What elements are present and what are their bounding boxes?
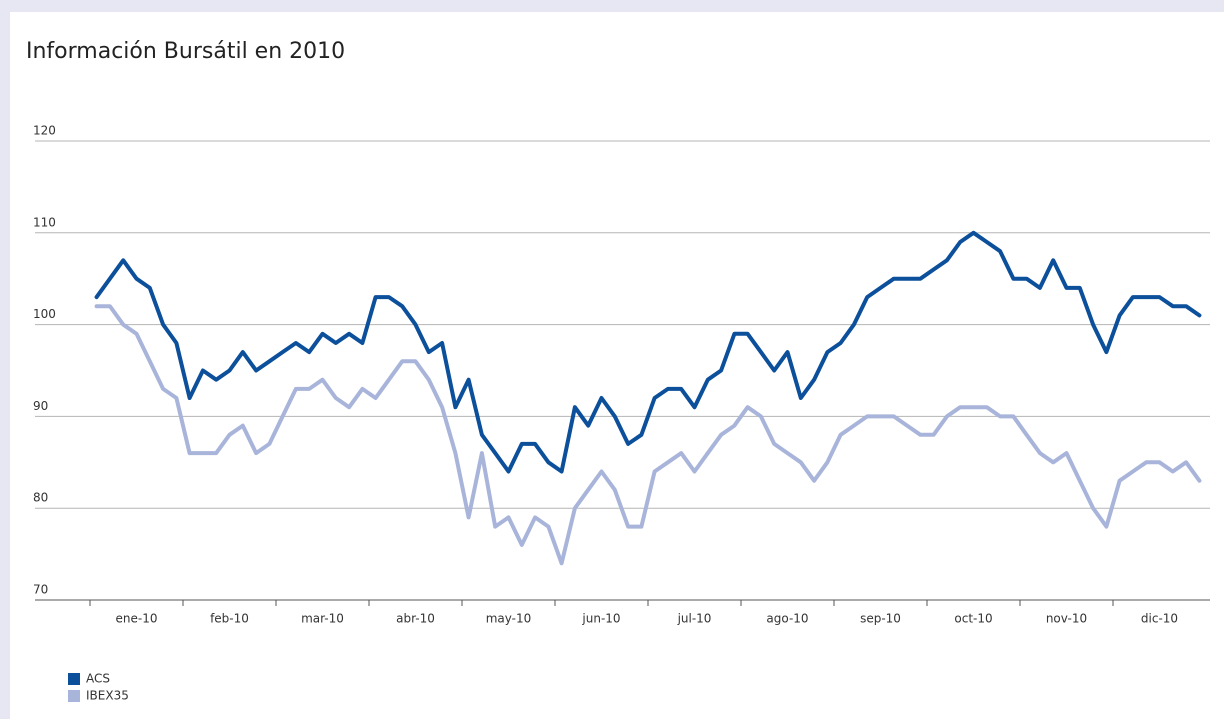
legend-label: IBEX35 [86,689,129,703]
y-tick-label: 110 [33,215,56,229]
y-tick-label: 70 [33,583,48,597]
y-tick-label: 120 [33,124,56,138]
x-tick-label: dic-10 [1141,612,1178,626]
x-tick-label: may-10 [486,612,532,626]
x-tick-label: nov-10 [1046,612,1087,626]
x-tick-label: mar-10 [301,612,344,626]
x-tick-label: sep-10 [860,612,901,626]
series-line [94,230,1202,474]
y-tick-label: 90 [33,399,48,413]
chart-title: Información Bursátil en 2010 [26,39,345,64]
x-tick-label: ene-10 [116,612,158,626]
y-tick-label: 80 [33,491,48,505]
x-tick-label: oct-10 [954,612,992,626]
panel [10,12,1224,719]
x-tick-label: abr-10 [396,612,435,626]
legend-swatch [68,673,80,685]
y-tick-label: 100 [33,307,56,321]
x-tick-label: ago-10 [766,612,808,626]
series-line [94,304,1202,566]
legend-swatch [68,690,80,702]
x-tick-label: jun-10 [581,612,620,626]
legend-label: ACS [86,672,110,686]
x-tick-label: jul-10 [677,612,712,626]
x-tick-label: feb-10 [210,612,249,626]
